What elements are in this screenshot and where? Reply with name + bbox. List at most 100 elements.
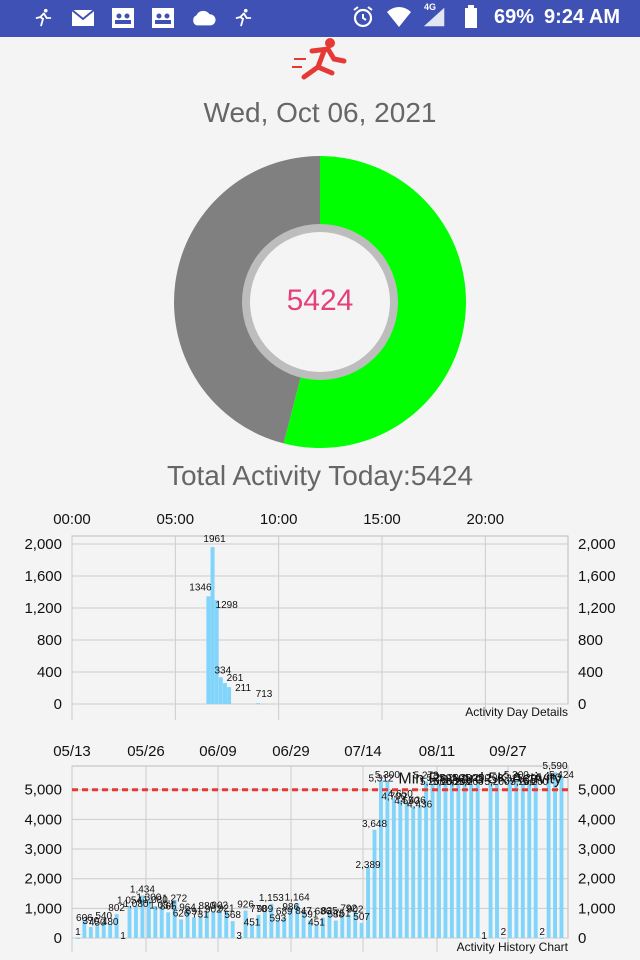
bar-value-label: 847 — [295, 906, 312, 917]
bar — [230, 921, 235, 938]
bar — [366, 867, 370, 938]
chart-title: Activity Day Details — [465, 705, 568, 719]
y-tick-label-left: 3,000 — [24, 841, 62, 858]
x-tick-label: 08/11 — [419, 743, 455, 760]
bar-value-label: 1961 — [203, 534, 226, 545]
running-icon — [230, 5, 256, 31]
bar-value-label: 5,200 — [510, 777, 535, 788]
y-tick-label-left: 1,000 — [24, 900, 62, 917]
group-icon — [110, 5, 136, 31]
donut-center — [250, 232, 390, 372]
bar-value-label: 835 — [321, 906, 338, 917]
y-tick-label-left: 5,000 — [24, 782, 62, 799]
bar — [353, 911, 358, 938]
bar-value-label: 4,436 — [407, 799, 432, 810]
activity-donut-chart — [174, 156, 466, 448]
bar-value-label: 865 — [160, 901, 177, 912]
bar — [301, 912, 306, 938]
bar-value-label: 5,300 — [375, 770, 400, 781]
y-tick-label-left: 0 — [54, 696, 62, 713]
runner-logo-icon — [288, 37, 352, 83]
bar — [391, 798, 396, 938]
bar — [295, 903, 300, 938]
bar — [372, 829, 377, 938]
bar-value-label: 211 — [235, 683, 251, 694]
bar-value-label: 5,200 — [452, 773, 477, 784]
y-tick-label-right: 1,200 — [578, 600, 616, 617]
bar-value-label: 1 — [120, 931, 126, 942]
bar — [82, 920, 87, 938]
bar-value-label: 689 — [276, 907, 293, 918]
alarm-icon — [350, 4, 376, 30]
bar — [340, 915, 345, 938]
bar-value-label: 4,700 — [381, 792, 406, 803]
bar-value-label: 713 — [256, 689, 273, 700]
bar-value-label: 921 — [218, 904, 235, 915]
bar-value-label: 5,278 — [414, 770, 439, 781]
y-tick-label-left: 2,000 — [24, 536, 62, 553]
bar-value-label: 2 — [539, 927, 545, 938]
bar-value-label: 450 — [89, 918, 106, 929]
y-tick-label-left: 1,600 — [24, 568, 62, 585]
bar — [456, 783, 461, 938]
bar — [198, 916, 203, 938]
bar — [210, 547, 215, 704]
bar-value-label: 3,648 — [362, 819, 387, 830]
y-tick-label-right: 2,000 — [578, 536, 616, 553]
bar-value-label: 5,200 — [484, 777, 509, 788]
y-tick-label-left: 0 — [54, 930, 62, 947]
bar-value-label: 964 — [179, 902, 196, 913]
x-tick-label: 06/29 — [272, 743, 310, 760]
running-icon — [30, 5, 56, 31]
bar — [159, 907, 164, 938]
bar-value-label: 451 — [308, 918, 325, 929]
bar-value-label: 5,200 — [465, 773, 490, 784]
bar — [308, 920, 312, 938]
bar — [488, 783, 493, 938]
bar — [108, 923, 113, 938]
bar — [121, 937, 125, 939]
bar-value-label: 1,054 — [117, 896, 142, 907]
bar — [398, 800, 403, 938]
reference-line-label: Min Reward 5K Activity — [398, 771, 562, 788]
bar-value-label: 507 — [353, 912, 370, 923]
x-tick-label: 20:00 — [467, 511, 505, 528]
bar-value-label: 926 — [237, 900, 254, 911]
x-tick-label: 05:00 — [157, 511, 195, 528]
bar — [250, 924, 254, 938]
bar-value-label: 2 — [501, 927, 507, 938]
bar — [282, 917, 287, 938]
bar — [533, 783, 538, 938]
y-tick-label-right: 0 — [578, 930, 586, 947]
plot-area — [71, 535, 569, 705]
bar — [95, 924, 100, 938]
bar-value-label: 1,272 — [162, 893, 187, 904]
system-status: 4G 69% 9:24 AM — [350, 2, 620, 30]
bar — [185, 909, 190, 938]
bar-value-label: 5,200 — [439, 773, 464, 784]
battery-icon — [458, 4, 484, 30]
wifi-icon — [386, 4, 412, 30]
y-tick-label-left: 1,200 — [24, 600, 62, 617]
bar-value-label: 1,164 — [285, 892, 310, 903]
bar — [546, 779, 551, 938]
bar — [469, 783, 474, 938]
bar-value-label: 902 — [205, 904, 222, 915]
notification-icons — [30, 5, 256, 31]
bar-value-label: 5,590 — [543, 761, 568, 772]
y-tick-label-right: 5,000 — [578, 782, 616, 799]
bar — [385, 780, 390, 938]
bar-value-label: 5,200 — [420, 777, 445, 788]
bar-value-label: 986 — [282, 902, 299, 913]
bar-value-label: 802 — [108, 903, 125, 914]
bar-value-label: 5,200 — [433, 777, 458, 788]
bar-value-label: 5,300 — [504, 770, 529, 781]
bar-value-label: 4,650 — [388, 789, 413, 800]
y-tick-label-right: 3,000 — [578, 841, 616, 858]
bar-value-label: 5,200 — [517, 773, 542, 784]
bar — [101, 921, 106, 938]
bar — [214, 600, 219, 704]
bar-value-label: 2,389 — [356, 860, 381, 871]
chart-title: Activity History Chart — [457, 940, 569, 954]
y-tick-label-right: 0 — [578, 696, 586, 713]
